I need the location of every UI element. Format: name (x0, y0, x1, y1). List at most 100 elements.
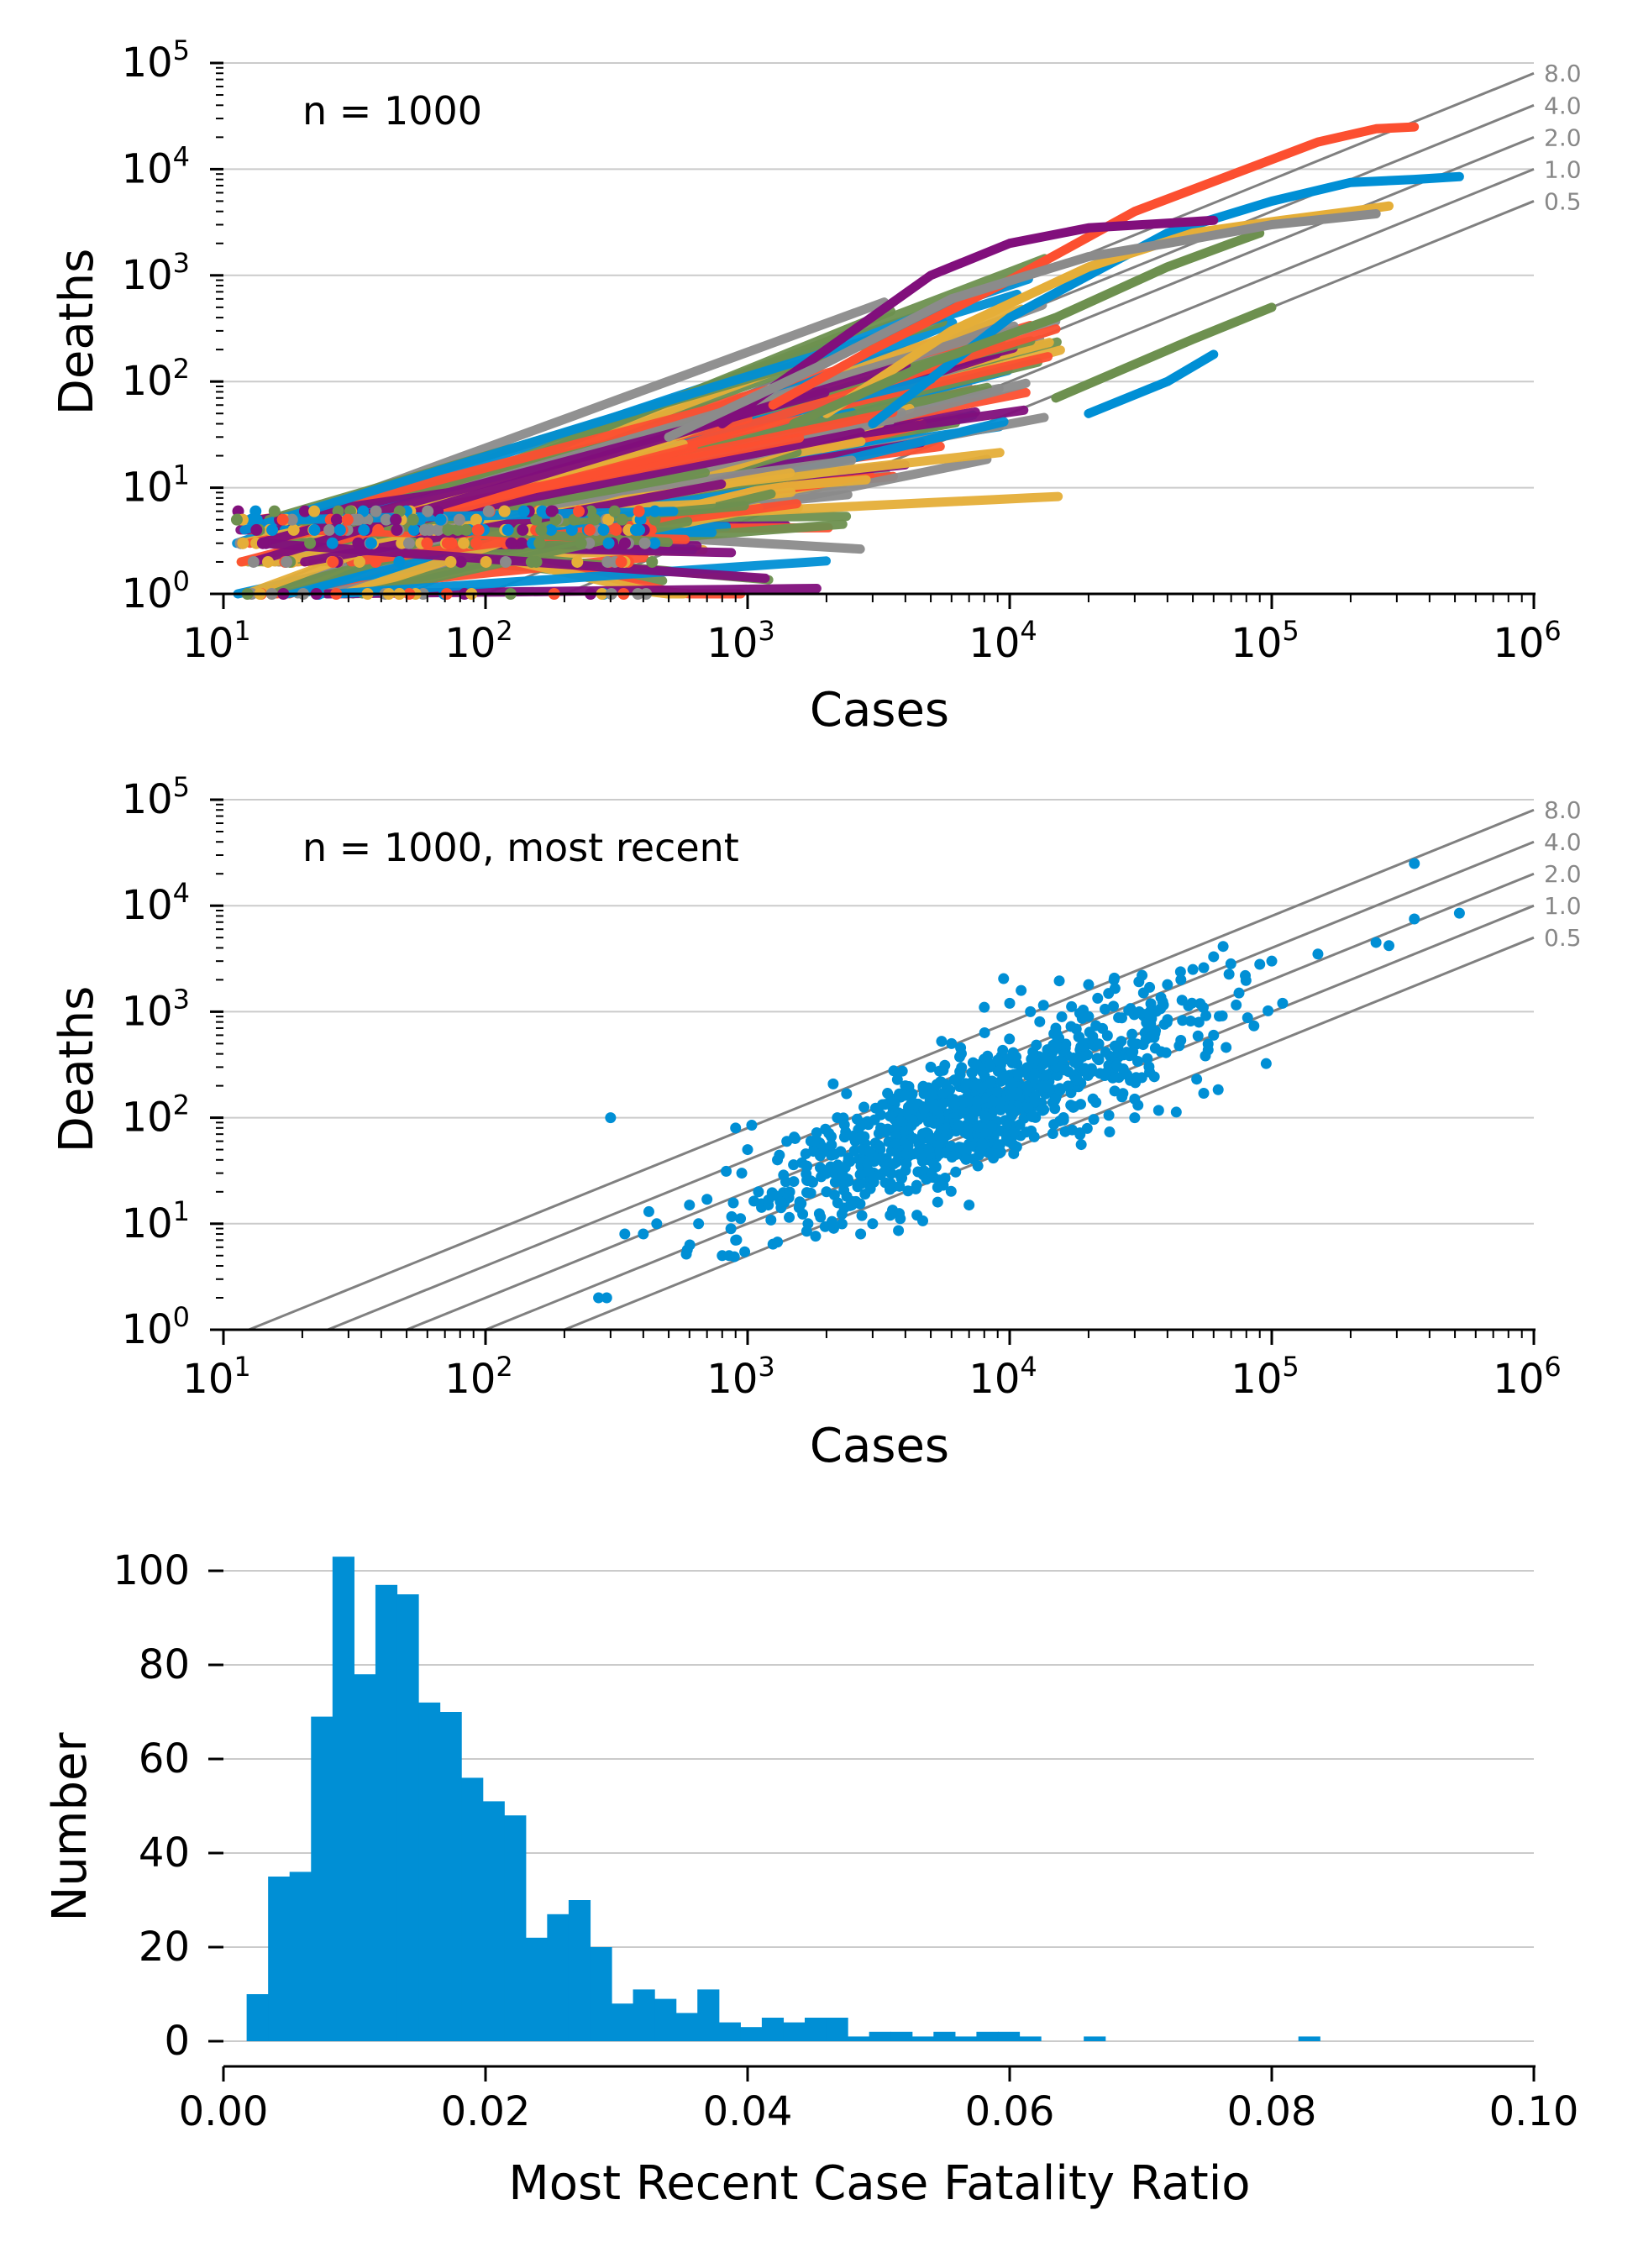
data-point (544, 523, 557, 536)
y-tick-label: 103 (122, 247, 190, 299)
data-point (249, 513, 262, 526)
data-point (1137, 987, 1149, 999)
data-point (992, 1139, 1004, 1151)
data-point (453, 513, 465, 526)
data-point (867, 1218, 879, 1230)
data-point (545, 505, 558, 517)
data-point (1068, 1101, 1079, 1113)
data-point (1006, 1057, 1018, 1068)
data-point (608, 505, 621, 517)
data-point (268, 505, 281, 517)
histogram-bar (740, 2027, 763, 2041)
data-point (827, 1167, 839, 1179)
data-point (505, 537, 517, 549)
data-point (1037, 1000, 1049, 1011)
data-point (441, 537, 454, 549)
histogram-bar (590, 1947, 612, 2041)
data-point (1073, 1031, 1084, 1042)
data-point (869, 1114, 880, 1126)
data-point (472, 523, 485, 536)
data-point (1277, 997, 1289, 1009)
data-point (597, 523, 610, 536)
data-point (1029, 1090, 1041, 1102)
data-point (960, 1078, 972, 1089)
data-point (1260, 1058, 1272, 1069)
data-point (784, 1211, 795, 1223)
data-point (358, 523, 370, 536)
data-point (1266, 955, 1278, 967)
histogram-bar (1084, 2036, 1106, 2041)
data-point (926, 1167, 937, 1179)
panel1-scatter-points (230, 122, 1464, 600)
reference-line-label: 0.5 (1544, 187, 1582, 215)
histogram-bar (461, 1777, 484, 2041)
data-point (684, 1200, 696, 1211)
data-point (605, 1112, 617, 1124)
histogram-bar (633, 1989, 655, 2041)
data-point (1100, 1047, 1111, 1058)
histogram-bar (525, 1937, 548, 2041)
data-point (1240, 974, 1252, 986)
data-point (998, 973, 1010, 984)
data-point (900, 1108, 911, 1120)
data-point (1050, 1039, 1062, 1051)
data-point (1026, 1053, 1037, 1065)
x-tick-label: 104 (969, 1351, 1037, 1403)
data-point (266, 523, 279, 536)
data-point (1036, 1080, 1047, 1092)
data-point (763, 1200, 774, 1211)
x-tick-label: 0.10 (1489, 2088, 1579, 2135)
data-point (1062, 1080, 1074, 1092)
data-point (1034, 1016, 1046, 1027)
data-point (730, 1234, 742, 1246)
reference-line-label: 1.0 (1544, 892, 1582, 920)
data-point (896, 1065, 908, 1077)
y-tick-label: 104 (122, 877, 190, 929)
data-point (900, 1158, 912, 1170)
data-point (1100, 1003, 1111, 1015)
histogram-bar (439, 1712, 462, 2041)
data-point (1129, 1112, 1141, 1124)
data-point (601, 555, 614, 568)
data-point (533, 537, 546, 549)
x-tick-label: 101 (182, 615, 250, 667)
data-point (1453, 907, 1465, 919)
data-point (971, 1104, 983, 1116)
trajectory-series (1084, 349, 1219, 418)
data-point (1177, 1015, 1189, 1026)
data-point (1123, 1005, 1135, 1016)
data-point (1005, 1079, 1016, 1090)
data-point (434, 513, 447, 526)
data-point (1083, 1011, 1095, 1022)
data-point (330, 513, 343, 526)
data-point (1162, 1014, 1173, 1026)
x-tick-label: 0.00 (179, 2088, 269, 2135)
data-point (1004, 997, 1016, 1009)
data-point (900, 1080, 911, 1092)
data-point (638, 1228, 649, 1240)
data-point (1093, 1038, 1105, 1050)
data-point (997, 1044, 1009, 1056)
y-tick-label: 100 (122, 565, 190, 617)
data-point (1409, 858, 1420, 869)
data-point (836, 1208, 848, 1220)
histogram-bar (1298, 2036, 1320, 2041)
data-point (633, 505, 645, 517)
data-point (575, 537, 587, 549)
data-point (742, 1144, 753, 1156)
data-point (826, 1139, 837, 1151)
data-point (1108, 974, 1120, 985)
reference-line-label: 4.0 (1544, 828, 1582, 856)
data-point (984, 1077, 996, 1089)
data-point (1152, 1105, 1164, 1116)
data-point (281, 555, 293, 568)
data-point (287, 523, 300, 536)
data-point (882, 1088, 894, 1100)
data-point (584, 523, 596, 536)
data-point (1059, 1064, 1071, 1076)
data-point (811, 1126, 822, 1138)
y-tick-label: 101 (122, 459, 190, 512)
trajectory-series (664, 209, 1381, 442)
histogram-bar (954, 2036, 978, 2041)
